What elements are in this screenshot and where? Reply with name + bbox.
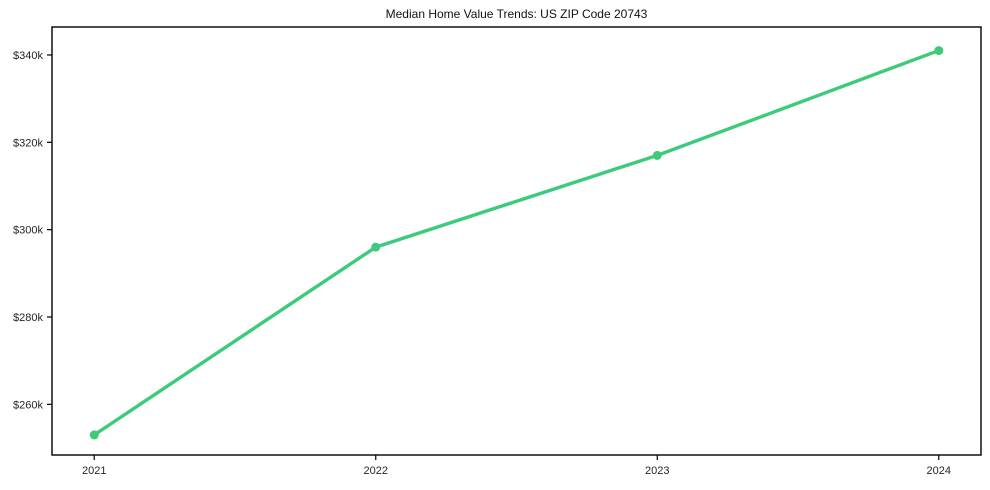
y-tick-label: $320k — [13, 137, 43, 149]
y-tick-label: $340k — [13, 50, 43, 62]
x-tick-label: 2024 — [927, 465, 951, 477]
trend-line — [92, 48, 941, 437]
x-tick-label: 2021 — [82, 465, 106, 477]
data-point-marker — [371, 242, 381, 252]
y-tick-label: $260k — [13, 399, 43, 411]
data-point-marker — [934, 46, 944, 56]
data-point-marker — [89, 430, 99, 440]
data-point-marker — [652, 150, 662, 160]
y-tick-label: $280k — [13, 312, 43, 324]
chart-title: Median Home Value Trends: US ZIP Code 20… — [385, 7, 648, 21]
x-tick-label: 2023 — [645, 465, 669, 477]
plot-border — [51, 26, 982, 456]
x-tick-label: 2022 — [364, 465, 388, 477]
y-tick-label: $300k — [13, 225, 43, 237]
